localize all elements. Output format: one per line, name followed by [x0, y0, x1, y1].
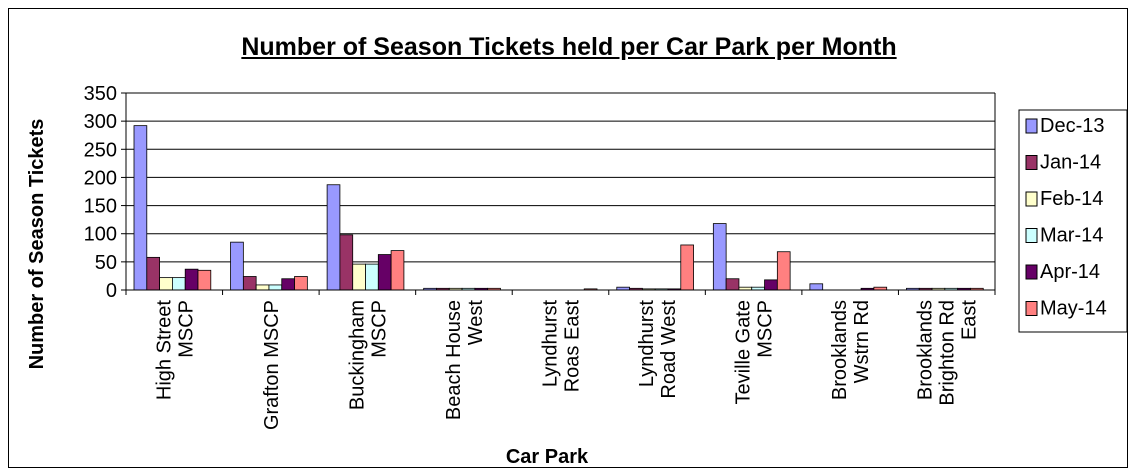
- bar: [197, 269, 212, 291]
- bar: [133, 125, 148, 291]
- category-label-line: Brooklands: [829, 300, 851, 400]
- legend-item: Dec-13: [1025, 115, 1104, 137]
- bar: [146, 256, 161, 291]
- y-tick-label: 0: [106, 280, 117, 302]
- category-label-line: Wstrn Rd: [851, 300, 873, 383]
- bar: [242, 276, 257, 291]
- chart-container: Number of Season Tickets held per Car Pa…: [8, 8, 1128, 468]
- category-label: Buckingham MSCP: [346, 300, 390, 410]
- legend-item: Apr-14: [1025, 261, 1100, 283]
- bar: [281, 278, 295, 291]
- y-tick-label: 100: [84, 224, 117, 246]
- legend-swatch: [1025, 118, 1038, 134]
- bar: [326, 184, 341, 291]
- category-label-line: Brighton Rd: [937, 300, 959, 406]
- legend-item: Feb-14: [1025, 188, 1103, 210]
- legend-swatch: [1025, 155, 1038, 170]
- x-axis-title: Car Park: [506, 446, 589, 468]
- bar: [712, 223, 727, 291]
- y-tick-label: 150: [84, 196, 117, 218]
- y-tick-label: 300: [84, 111, 117, 133]
- y-tick-label: 250: [84, 139, 117, 161]
- legend-swatch: [1025, 264, 1038, 280]
- bar: [365, 263, 379, 291]
- y-tick-labels: 0 50 100 150 200 250 300 350: [84, 83, 117, 302]
- legend-label: Jan-14: [1040, 152, 1101, 174]
- category-label-line: Grafton MSCP: [261, 300, 283, 430]
- bar: [725, 278, 740, 291]
- category-label: Brooklands Wstrn Rd: [829, 300, 873, 400]
- category-label-line: Beach House: [443, 300, 465, 420]
- bar: [377, 254, 392, 291]
- category-label-line: MSCP: [755, 300, 777, 358]
- bar: [764, 279, 778, 291]
- legend-label: Feb-14: [1040, 188, 1103, 210]
- category-label: High Street MSCP: [153, 300, 197, 400]
- legend-item: Jan-14: [1025, 152, 1101, 174]
- category-label: Beach House West: [443, 300, 487, 421]
- bar: [159, 277, 173, 291]
- category-label: Lyndhurst Road West: [636, 300, 680, 399]
- bar: [390, 250, 405, 291]
- category-label-line: Road West: [658, 300, 680, 399]
- category-label: Brooklands Brighton Rd East: [915, 300, 981, 406]
- legend-label: Apr-14: [1040, 261, 1100, 283]
- legend-box: [1018, 109, 1128, 333]
- legend-label: Dec-13: [1040, 115, 1104, 137]
- legend-label: Mar-14: [1040, 225, 1103, 247]
- legend-item: May-14: [1025, 298, 1107, 320]
- axes: [125, 92, 996, 295]
- category-label-line: West: [465, 300, 487, 346]
- category-label: Lyndhurst Roas East: [540, 300, 584, 393]
- bar: [809, 283, 824, 291]
- y-tick-label: 350: [84, 83, 117, 105]
- legend-item: Mar-14: [1025, 225, 1103, 247]
- category-label-line: Brooklands: [915, 300, 937, 400]
- y-axis-title: Number of Season Tickets: [26, 119, 48, 370]
- bar: [352, 263, 366, 291]
- x-category-labels: High Street MSCP Grafton MSCP Buckingham MSC…: [153, 300, 980, 430]
- bar: [171, 277, 186, 291]
- bar: [230, 241, 244, 291]
- bar: [268, 284, 283, 291]
- bars: [133, 125, 984, 291]
- category-label-line: Roas East: [562, 300, 584, 393]
- bar: [680, 244, 694, 291]
- category-label: Grafton MSCP: [261, 300, 283, 430]
- category-label-line: Lyndhurst: [540, 300, 562, 388]
- legend-swatch: [1025, 228, 1038, 243]
- bar: [776, 251, 791, 291]
- category-label: Teville Gate MSCP: [733, 300, 777, 405]
- bar: [294, 276, 308, 291]
- legend-label: May-14: [1040, 298, 1107, 320]
- legend-swatch: [1025, 191, 1038, 207]
- y-tick-label: 50: [95, 252, 117, 274]
- y-tick-label: 200: [84, 167, 117, 189]
- category-label-line: MSCP: [175, 300, 197, 358]
- gridlines: [121, 92, 995, 291]
- category-label-line: Teville Gate: [733, 300, 755, 405]
- category-label-line: High Street: [153, 300, 175, 400]
- legend-items: Dec-13 Jan-14 Feb-14 Mar-14 Apr-14 May-14: [1025, 115, 1107, 320]
- legend: Dec-13 Jan-14 Feb-14 Mar-14 Apr-14 May-14: [1018, 109, 1128, 333]
- bar: [184, 268, 199, 291]
- category-label-line: Lyndhurst: [636, 300, 658, 388]
- bar: [339, 234, 354, 291]
- chart-title: Number of Season Tickets held per Car Pa…: [241, 33, 897, 61]
- category-label-line: MSCP: [368, 300, 390, 358]
- legend-swatch: [1025, 301, 1038, 316]
- category-label-line: Buckingham: [346, 300, 368, 410]
- bar: [255, 284, 270, 291]
- category-label-line: East: [959, 300, 981, 340]
